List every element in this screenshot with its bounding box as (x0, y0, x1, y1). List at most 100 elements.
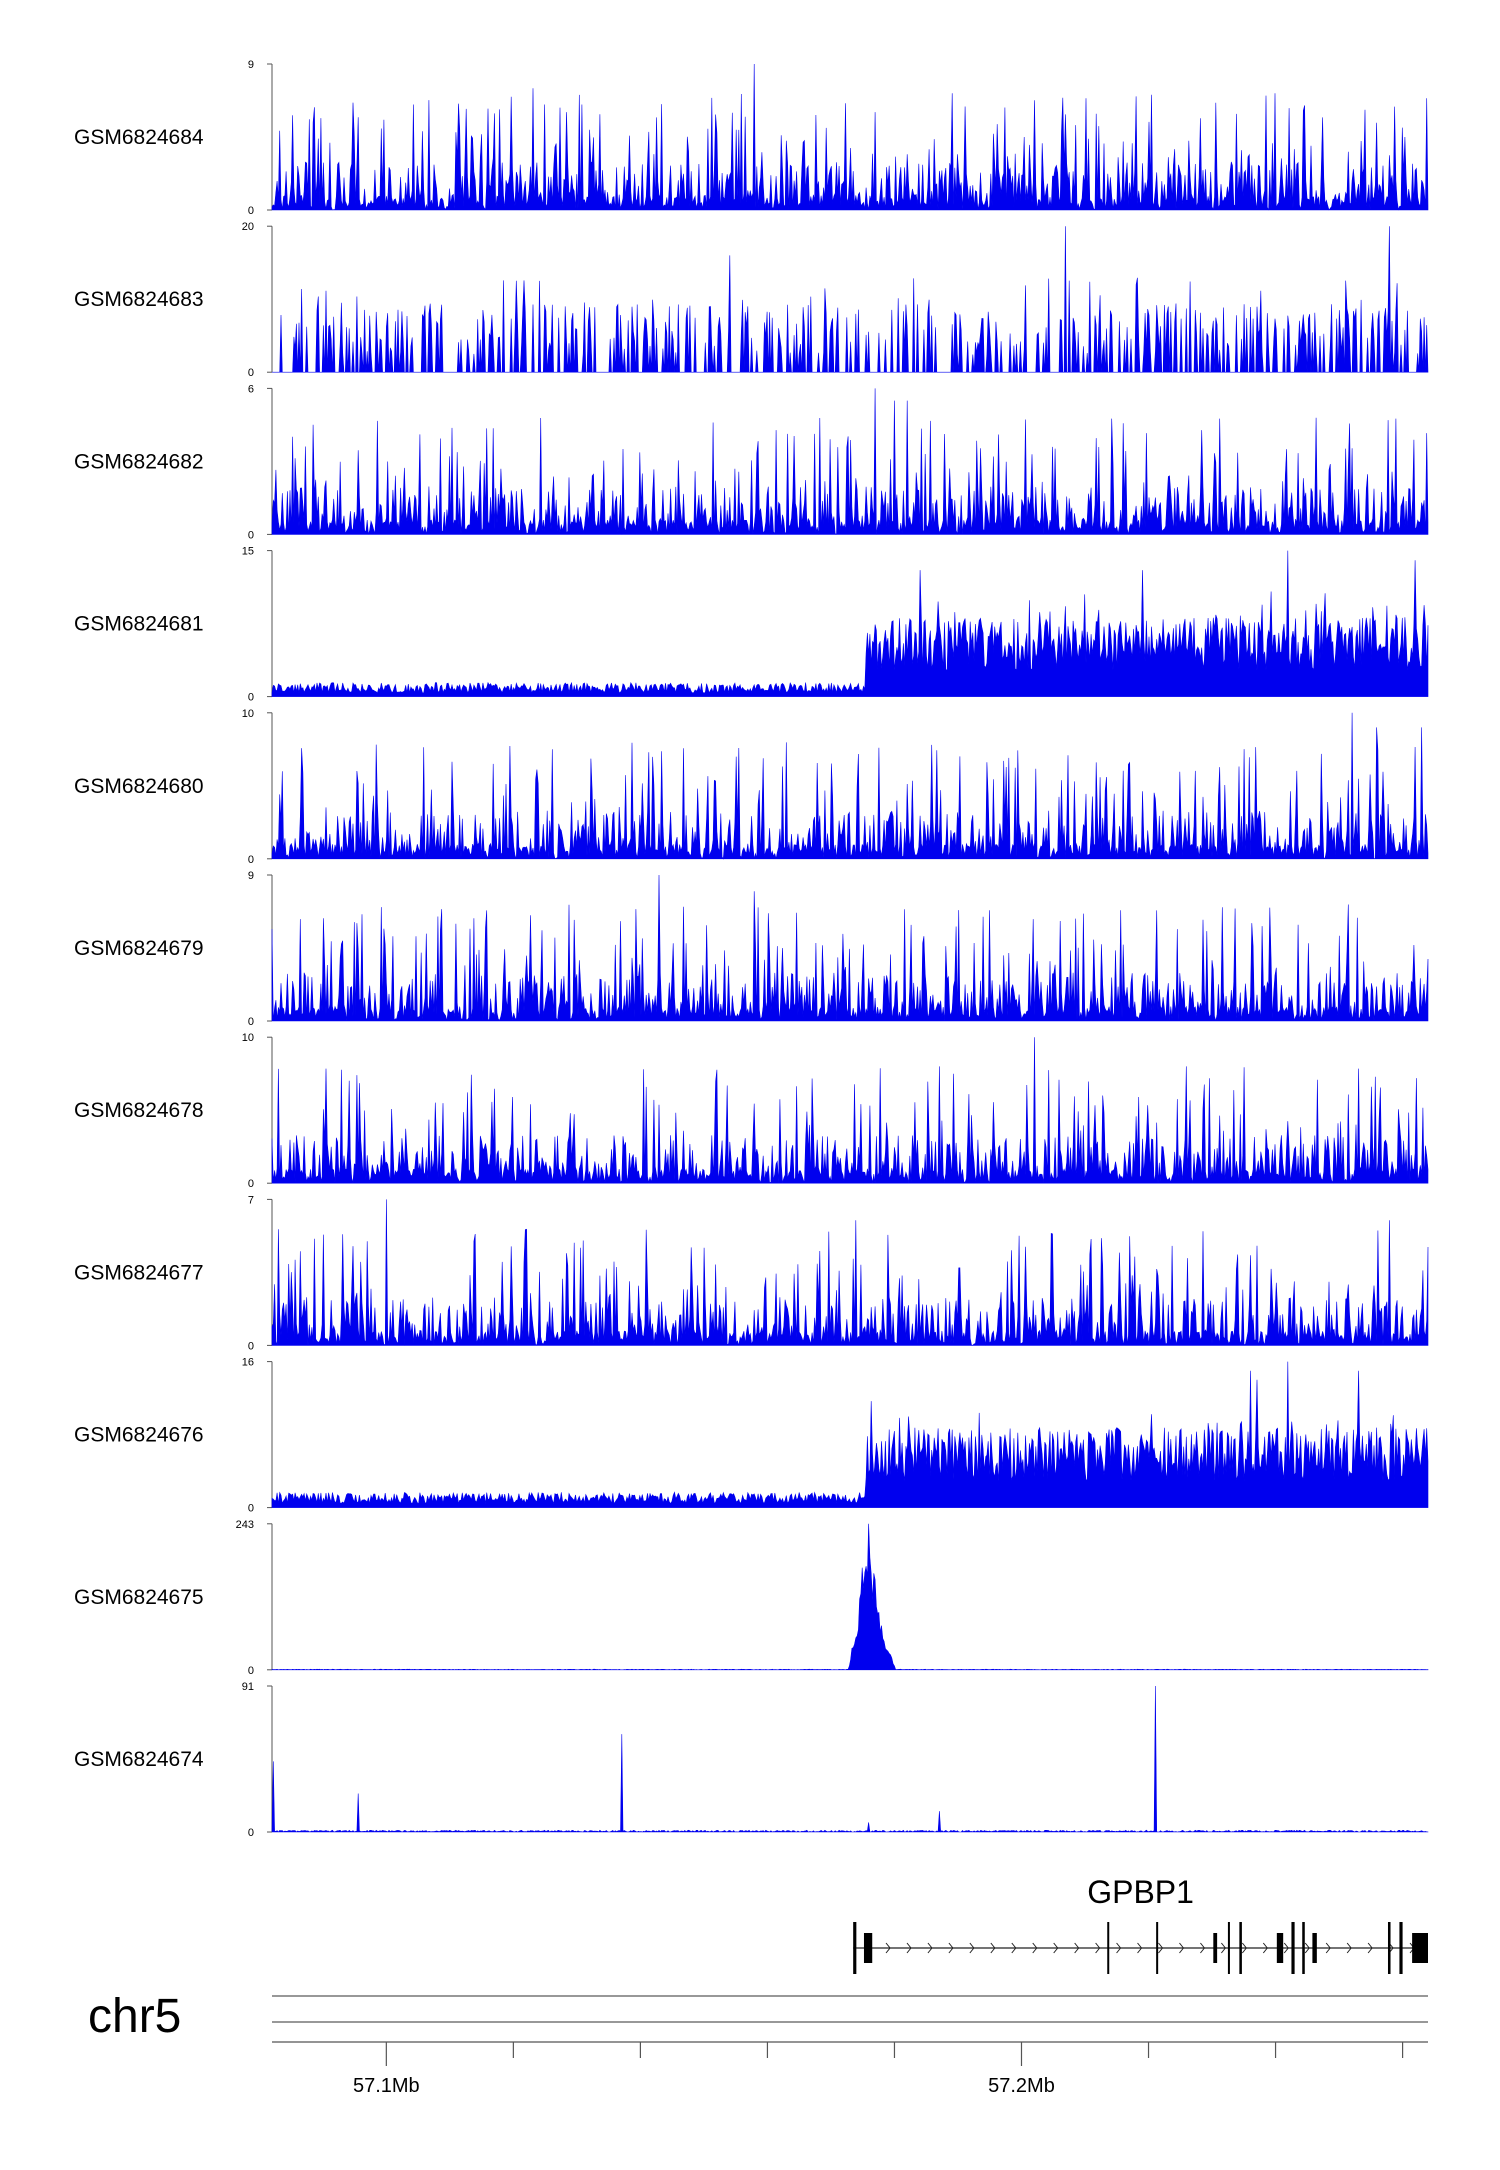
y-tick-min-label: 0 (248, 1178, 254, 1190)
gene-exon (1239, 1922, 1242, 1974)
coverage-area (271, 1199, 1429, 1346)
gene-exon (1387, 1922, 1391, 1974)
coverage-tracks: GSM682468490GSM6824683200GSM682468260GSM… (74, 59, 1429, 1839)
y-tick-max-label: 91 (242, 1681, 254, 1693)
y-tick-max-label: 16 (242, 1357, 254, 1369)
y-tick-min-label: 0 (248, 1827, 254, 1839)
track-gsm6824682: GSM6824682 6 0 (74, 383, 1429, 541)
y-tick-min-label: 0 (248, 1503, 254, 1515)
gene-exon (1312, 1933, 1317, 1963)
y-tick-min-label: 0 (248, 529, 254, 541)
coverage-area (271, 874, 1429, 1022)
gene-exon (1291, 1922, 1295, 1974)
strand-arrow (1179, 1942, 1185, 1954)
y-tick-min-label: 0 (248, 1016, 254, 1028)
strand-arrow (885, 1942, 891, 1954)
track-label: GSM6824680 (74, 775, 204, 798)
track-gsm6824677: GSM6824677 7 0 (74, 1194, 1429, 1352)
track-label: GSM6824682 (74, 450, 204, 473)
track-label: GSM6824675 (74, 1586, 204, 1609)
y-tick-max-label: 15 (242, 546, 254, 558)
track-label: GSM6824683 (74, 288, 204, 311)
coverage-area (272, 226, 1429, 373)
track-gsm6824681: GSM6824681 15 0 (74, 546, 1429, 704)
y-tick-max-label: 7 (248, 1194, 254, 1206)
y-tick-min-label: 0 (248, 367, 254, 379)
coverage-area (271, 1037, 1429, 1184)
track-label: GSM6824674 (74, 1748, 204, 1771)
coverage-area (271, 1685, 1429, 1833)
strand-arrow (1304, 1942, 1310, 1954)
coverage-area (271, 388, 1429, 535)
strand-arrow (927, 1942, 933, 1954)
x-tick-label: 57.2Mb (988, 2075, 1055, 2097)
gene-track: GPBP1 (853, 1874, 1428, 1974)
strand-arrow (1074, 1942, 1080, 1954)
y-tick-max-label: 10 (242, 708, 254, 720)
y-tick-max-label: 10 (242, 1032, 254, 1044)
gene-exon (1412, 1933, 1428, 1963)
track-label: GSM6824679 (74, 937, 204, 960)
track-gsm6824675: GSM6824675 243 0 (74, 1519, 1429, 1677)
strand-arrow (1262, 1942, 1268, 1954)
y-tick-min-label: 0 (248, 205, 254, 217)
gene-exon (1276, 1933, 1284, 1963)
strand-arrow (1325, 1942, 1331, 1954)
gene-exon (1302, 1922, 1305, 1974)
chromosome-ideogram: chr5 (88, 1990, 1428, 2043)
gene-exon (1107, 1922, 1110, 1974)
coverage-area (271, 1361, 1429, 1508)
gene-label: GPBP1 (1087, 1874, 1194, 1910)
strand-arrow (990, 1942, 996, 1954)
track-label: GSM6824676 (74, 1424, 204, 1447)
strand-arrow (1241, 1942, 1247, 1954)
y-tick-max-label: 243 (236, 1519, 254, 1531)
gene-exon (863, 1933, 873, 1963)
strand-arrow (1346, 1942, 1352, 1954)
track-gsm6824684: GSM6824684 9 0 (74, 59, 1429, 217)
strand-arrow (906, 1942, 912, 1954)
y-tick-max-label: 20 (242, 221, 254, 233)
track-label: GSM6824678 (74, 1099, 204, 1122)
strand-arrow (1283, 1942, 1289, 1954)
strand-arrow (1158, 1942, 1164, 1954)
y-tick-max-label: 9 (248, 870, 254, 882)
y-tick-min-label: 0 (248, 1665, 254, 1677)
gene-exon (853, 1922, 857, 1974)
strand-arrow (1137, 1942, 1143, 1954)
coverage-area (271, 63, 1429, 211)
track-gsm6824683: GSM6824683 20 0 (74, 221, 1429, 379)
strand-arrow (1032, 1942, 1038, 1954)
y-tick-min-label: 0 (248, 1340, 254, 1352)
track-gsm6824679: GSM6824679 9 0 (74, 870, 1429, 1028)
gene-exon (1213, 1933, 1218, 1963)
genome-axis: 57.1Mb 57.2Mb (272, 2041, 1428, 2097)
strand-arrow (948, 1942, 954, 1954)
coverage-area (271, 712, 1429, 860)
track-gsm6824680: GSM6824680 10 0 (74, 708, 1429, 866)
y-tick-min-label: 0 (248, 854, 254, 866)
chromosome-label: chr5 (88, 1990, 181, 2043)
y-tick-max-label: 9 (248, 59, 254, 71)
x-tick-label: 57.1Mb (353, 2075, 420, 2097)
strand-arrow (1011, 1942, 1017, 1954)
track-label: GSM6824681 (74, 613, 204, 636)
gene-exon (1227, 1922, 1230, 1974)
track-gsm6824678: GSM6824678 10 0 (74, 1032, 1429, 1190)
track-label: GSM6824684 (74, 126, 204, 149)
strand-arrow (1053, 1942, 1059, 1954)
strand-arrow (1220, 1942, 1227, 1954)
track-label: GSM6824677 (74, 1261, 204, 1284)
strand-arrow (1367, 1942, 1373, 1954)
y-tick-max-label: 6 (248, 383, 254, 395)
track-gsm6824674: GSM6824674 91 0 (74, 1681, 1429, 1839)
track-gsm6824676: GSM6824676 16 0 (74, 1357, 1429, 1515)
strand-arrow (1116, 1942, 1122, 1954)
coverage-area (271, 550, 1429, 697)
coverage-area (271, 1523, 1429, 1671)
y-tick-min-label: 0 (248, 692, 254, 704)
strand-arrow (1095, 1942, 1101, 1954)
gene-exon (1156, 1922, 1159, 1974)
gene-exon (1399, 1922, 1403, 1974)
